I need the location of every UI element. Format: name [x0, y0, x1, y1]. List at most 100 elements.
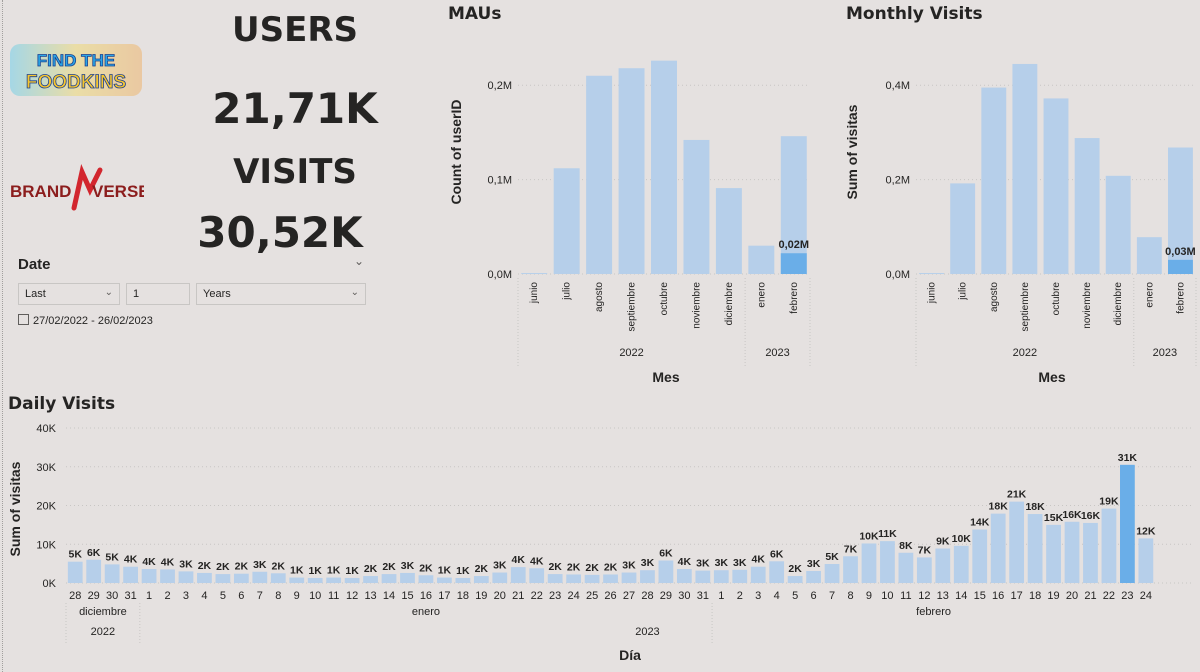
visits-x-tick: enero	[1144, 282, 1155, 308]
mau-x-tick: febrero	[789, 282, 800, 314]
slicer-collapse-chevron-icon[interactable]: ⌄	[354, 254, 365, 268]
users-kpi-value: 21,71K	[212, 84, 378, 133]
daily-bar	[566, 574, 582, 583]
daily-x-tick: 12	[918, 590, 930, 602]
daily-bar	[510, 567, 526, 583]
daily-year-label: 2022	[91, 626, 115, 638]
daily-bar	[935, 548, 951, 583]
daily-bar	[86, 559, 102, 583]
daily-data-label: 4K	[751, 554, 765, 566]
daily-bar	[713, 570, 729, 583]
daily-data-label: 2K	[604, 561, 618, 573]
mau-y-axis-label: Count of userID	[448, 100, 464, 205]
daily-x-tick: 2	[737, 590, 743, 602]
daily-bar	[215, 574, 231, 583]
daily-bar	[1064, 521, 1080, 583]
daily-data-label: 18K	[989, 501, 1009, 513]
daily-month-label: diciembre	[79, 606, 127, 618]
mau-bar	[780, 136, 807, 274]
visits-y-tick: 0,2M	[886, 175, 910, 187]
daily-bar	[972, 529, 988, 583]
visits-x-tick: junio	[927, 282, 938, 305]
daily-data-label: 15K	[1044, 512, 1064, 524]
daily-x-tick: 7	[257, 590, 263, 602]
daily-x-tick: 29	[88, 590, 100, 602]
daily-bar	[529, 568, 545, 583]
daily-bar	[233, 573, 249, 583]
mau-bar	[586, 75, 613, 274]
daily-x-tick: 11	[328, 590, 339, 602]
svg-text:VERSE: VERSE	[92, 182, 144, 201]
daily-bar	[916, 557, 932, 583]
visits-year-label: 2022	[1013, 347, 1037, 359]
daily-data-label: 2K	[216, 561, 230, 573]
daily-bar	[843, 556, 858, 583]
visits-y-tick: 0,4M	[886, 80, 910, 92]
daily-x-tick: 25	[586, 590, 598, 602]
daily-x-tick: 30	[106, 590, 118, 602]
daily-x-tick: 22	[531, 590, 543, 602]
visits-x-tick: octubre	[1051, 282, 1062, 316]
daily-data-label: 2K	[235, 561, 249, 573]
mau-y-tick: 0,0M	[488, 269, 512, 281]
daily-bar	[695, 570, 711, 583]
daily-data-label: 3K	[715, 557, 729, 569]
daily-data-label: 3K	[401, 560, 415, 572]
daily-x-tick: 20	[1066, 590, 1078, 602]
daily-bar	[769, 561, 785, 583]
daily-plot-area: 0K10K20K30K40K5K286K295K304K314K14K23K32…	[36, 423, 1192, 643]
daily-bar	[326, 577, 342, 583]
daily-data-label: 16K	[1062, 509, 1082, 521]
period-unit-dropdown[interactable]: Years ⌄	[196, 283, 366, 305]
daily-bar	[1138, 538, 1154, 583]
visits-highlight-label: 0,03M	[1165, 246, 1196, 258]
daily-data-label: 2K	[567, 561, 581, 573]
daily-bar	[750, 566, 766, 583]
date-range-text: 27/02/2022 - 26/02/2023	[33, 315, 153, 327]
daily-data-label: 3K	[641, 557, 655, 569]
chevron-down-icon: ⌄	[104, 287, 113, 298]
visits-x-tick: noviembre	[1082, 282, 1093, 329]
daily-bar	[898, 552, 914, 583]
daily-data-label: 5K	[825, 551, 839, 563]
relative-period-value: Last	[25, 288, 46, 300]
daily-x-tick: 2	[164, 590, 170, 602]
daily-bar	[473, 576, 489, 583]
daily-x-tick: 20	[494, 590, 506, 602]
period-count-input[interactable]: 1	[126, 283, 190, 305]
daily-data-label: 1K	[308, 565, 322, 577]
daily-bar	[1009, 501, 1025, 583]
mau-year-label: 2023	[765, 347, 789, 359]
daily-y-tick: 10K	[36, 539, 56, 551]
daily-bar	[990, 513, 1006, 583]
daily-bar	[640, 570, 655, 583]
daily-x-tick: 17	[438, 590, 450, 602]
mau-bar	[748, 245, 775, 274]
daily-x-tick: 5	[220, 590, 226, 602]
users-kpi-label: USERS	[232, 10, 358, 50]
daily-x-tick: 9	[294, 590, 300, 602]
daily-bar	[123, 566, 138, 583]
daily-x-tick: 8	[275, 590, 281, 602]
daily-bar	[437, 577, 452, 583]
daily-x-tick: 16	[992, 590, 1004, 602]
daily-x-tick: 14	[383, 590, 395, 602]
daily-bar	[861, 543, 877, 583]
daily-y-tick: 30K	[36, 462, 56, 474]
visits-bar	[950, 183, 976, 274]
visits-x-tick: septiembre	[1020, 282, 1031, 332]
svg-text:BRAND: BRAND	[10, 182, 71, 201]
visits-bar	[1043, 98, 1069, 274]
foodkins-logo: FIND THE FOODKINS	[8, 42, 144, 98]
daily-data-label: 10K	[952, 533, 972, 545]
daily-data-label: 16K	[1081, 510, 1101, 522]
daily-x-tick: 4	[774, 590, 780, 602]
daily-bar	[824, 564, 840, 583]
daily-x-tick: 1	[718, 590, 724, 602]
daily-data-label: 6K	[87, 547, 101, 559]
daily-month-label: febrero	[916, 606, 951, 618]
daily-year-label: 2023	[635, 626, 659, 638]
relative-period-dropdown[interactable]: Last ⌄	[18, 283, 120, 305]
date-slicer-title: Date	[18, 256, 51, 273]
daily-x-tick: 7	[829, 590, 835, 602]
